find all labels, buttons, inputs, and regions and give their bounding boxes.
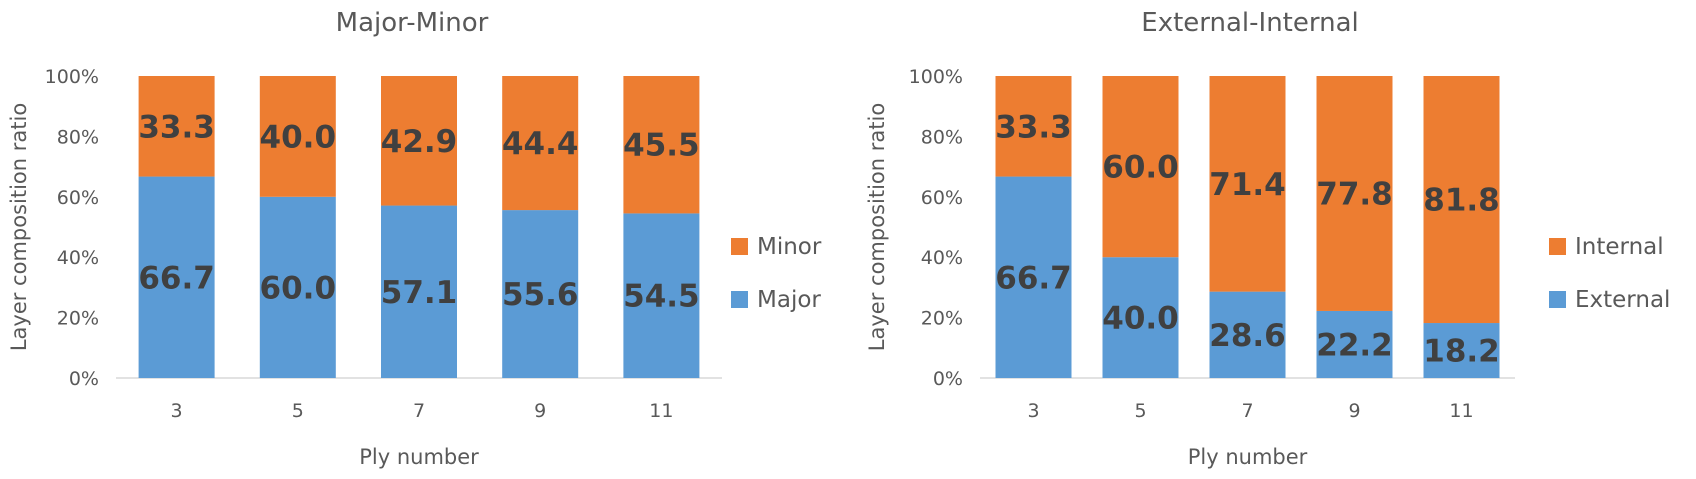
data-label-major-5: 60.0 [260,270,337,306]
y-tick-label: 100% [45,66,99,88]
bar-external-5 [1102,257,1179,378]
bar-external-3 [995,176,1072,378]
data-label-internal-7: 71.4 [1209,167,1286,203]
y-tick-label: 20% [921,308,963,330]
x-tick-label: 7 [1241,400,1253,422]
bar-minor-7 [381,76,457,206]
x-axis-title: Ply number [1188,445,1308,469]
bar-internal-7 [1209,76,1286,292]
y-tick-label: 100% [909,66,963,88]
x-tick-label: 11 [649,400,673,422]
data-label-internal-11: 81.8 [1423,183,1500,219]
x-tick-label: 7 [413,400,425,422]
bar-major-11 [623,213,700,378]
legend-swatch-internal [1549,238,1566,255]
x-tick-label: 5 [1134,400,1146,422]
y-axis-title: Layer composition ratio [865,103,889,351]
x-tick-label: 3 [1027,400,1039,422]
bar-internal-3 [995,76,1072,177]
x-tick-label: 3 [171,400,183,422]
bar-internal-5 [1102,76,1179,258]
chart-panel-1: Major-Minor 0% 20% 40% 60% 80% 100% 66.7 33.3 3 60… [7,8,822,469]
data-label-major-11: 54.5 [623,279,700,315]
bar-minor-5 [259,76,336,197]
x-tick-label: 5 [292,400,304,422]
bar-major-5 [259,196,336,378]
chart-title: Major-Minor [336,8,489,38]
data-label-minor-9: 44.4 [502,126,579,162]
data-label-external-5: 40.0 [1102,301,1179,337]
legend-label-internal: Internal [1575,234,1664,260]
y-tick-label: 40% [921,247,963,269]
legend-label-external: External [1575,287,1670,313]
bar-internal-11 [1423,76,1500,324]
data-label-external-3: 66.7 [995,260,1072,296]
data-label-external-7: 28.6 [1209,318,1286,354]
y-tick-label: 0% [933,368,963,390]
bar-minor-3 [138,76,215,177]
chart-panel-2: External-Internal 0% 20% 40% 60% 80% 100% 66.7 3… [865,8,1670,469]
y-tick-label: 60% [921,187,963,209]
legend-swatch-minor [731,238,748,255]
data-label-external-9: 22.2 [1316,327,1393,363]
bar-external-9 [1316,310,1393,378]
y-tick-label: 80% [921,126,963,148]
data-label-internal-3: 33.3 [995,109,1072,145]
bar-internal-9 [1316,76,1393,311]
y-tick-label: 80% [57,126,99,148]
chart-title: External-Internal [1141,8,1358,38]
x-tick-label: 9 [1348,400,1360,422]
y-tick-label: 60% [57,187,99,209]
legend-swatch-major [731,291,748,308]
data-label-minor-3: 33.3 [138,109,215,145]
data-label-major-9: 55.6 [502,277,579,313]
data-label-minor-5: 40.0 [260,119,337,155]
bar-minor-11 [623,76,700,214]
legend-swatch-external [1549,291,1566,308]
bar-major-3 [138,176,215,378]
legend-label-minor: Minor [757,234,822,260]
y-tick-label: 20% [57,308,99,330]
data-label-external-11: 18.2 [1423,334,1500,370]
bar-major-7 [381,205,457,378]
data-label-internal-9: 77.8 [1316,176,1393,212]
x-axis-title: Ply number [359,445,479,469]
bar-external-11 [1423,323,1500,378]
y-tick-label: 0% [69,368,99,390]
x-tick-label: 9 [534,400,546,422]
data-label-major-7: 57.1 [381,275,458,311]
y-tick-label: 40% [57,247,99,269]
x-tick-label: 11 [1449,400,1473,422]
data-label-minor-7: 42.9 [381,124,458,160]
bar-major-9 [502,210,579,378]
data-label-minor-11: 45.5 [623,128,700,164]
data-label-major-3: 66.7 [138,260,215,296]
data-label-internal-5: 60.0 [1102,150,1179,186]
legend-label-major: Major [757,287,821,313]
bar-external-7 [1209,291,1286,378]
y-axis-title: Layer composition ratio [7,103,31,351]
bar-minor-9 [502,76,579,211]
